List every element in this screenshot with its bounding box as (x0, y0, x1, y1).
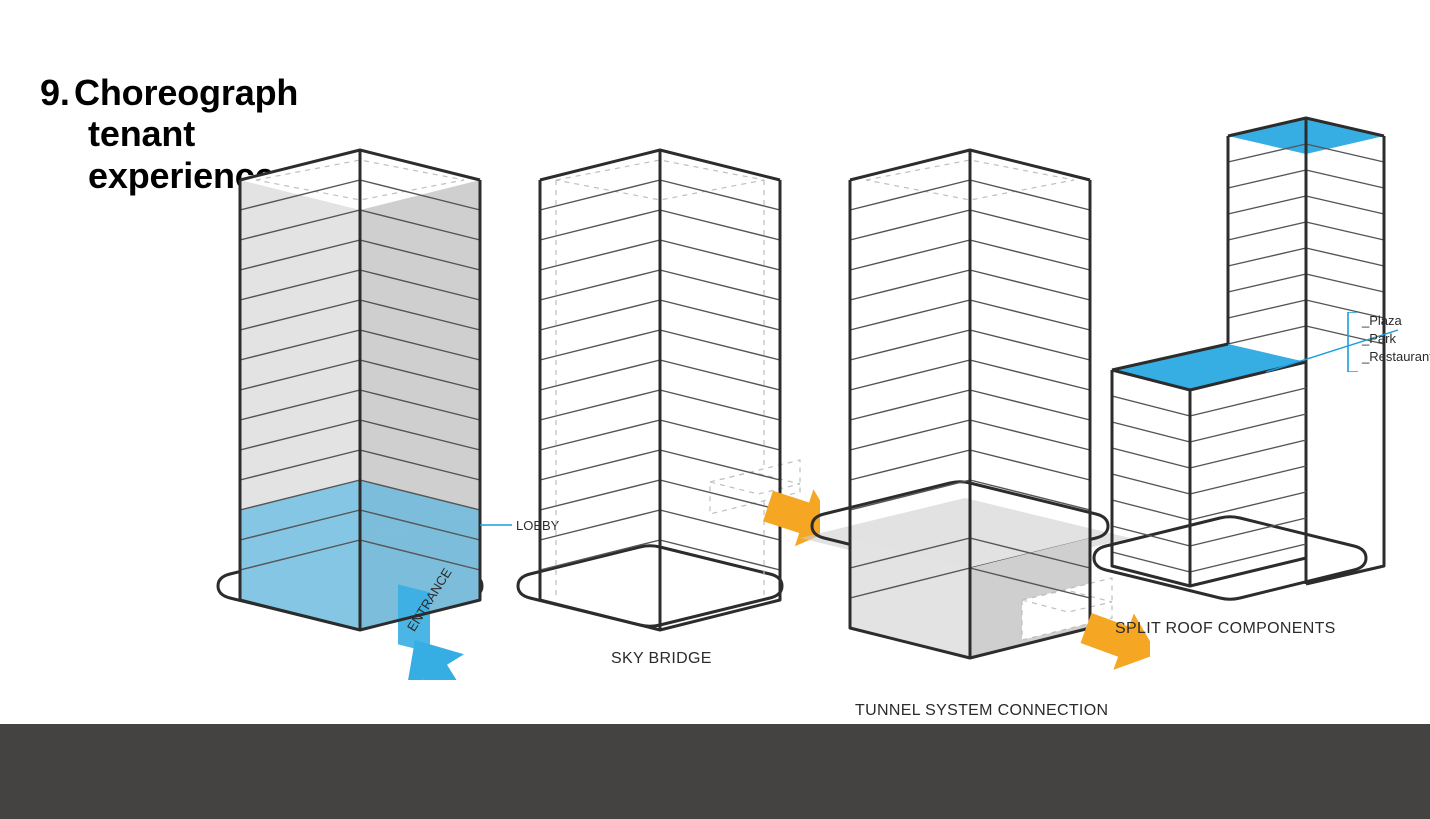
short-tower (1112, 344, 1306, 586)
diagram-skybridge (500, 120, 820, 680)
skybridge-caption: SKY BRIDGE (611, 650, 712, 668)
splitroof-bracket-icon (1346, 312, 1360, 372)
splitroof-list-item: _Restaurant (1362, 348, 1430, 366)
splitroof-list-item: _Plaza (1362, 312, 1430, 330)
title-number: 9. (40, 72, 70, 113)
splitroof-caption: SPLIT ROOF COMPONENTS (1115, 620, 1336, 638)
splitroof-list-item: _Park (1362, 330, 1430, 348)
tunnel-caption: TUNNEL SYSTEM CONNECTION (855, 702, 1108, 720)
title-line2: tenant (40, 113, 195, 154)
title-line1: Choreograph (74, 72, 298, 113)
diagram-entrance (200, 120, 520, 680)
footer-bar (0, 724, 1430, 819)
splitroof-list: _Plaza _Park _Restaurant (1362, 312, 1430, 367)
base-pad (518, 546, 782, 627)
roof-blue-short (1112, 344, 1306, 390)
